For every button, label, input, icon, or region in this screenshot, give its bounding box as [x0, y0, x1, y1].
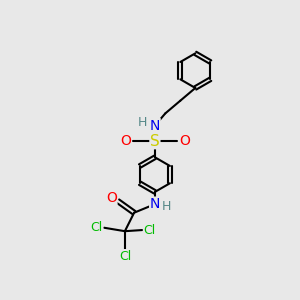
Text: Cl: Cl [119, 250, 131, 262]
Text: Cl: Cl [143, 224, 156, 236]
Text: N: N [150, 118, 160, 133]
Text: Cl: Cl [91, 221, 103, 234]
Text: O: O [120, 134, 131, 148]
Text: N: N [150, 197, 160, 211]
Text: H: H [138, 116, 148, 129]
Text: O: O [179, 134, 190, 148]
Text: H: H [162, 200, 171, 213]
Text: O: O [106, 191, 117, 205]
Text: S: S [150, 134, 160, 148]
